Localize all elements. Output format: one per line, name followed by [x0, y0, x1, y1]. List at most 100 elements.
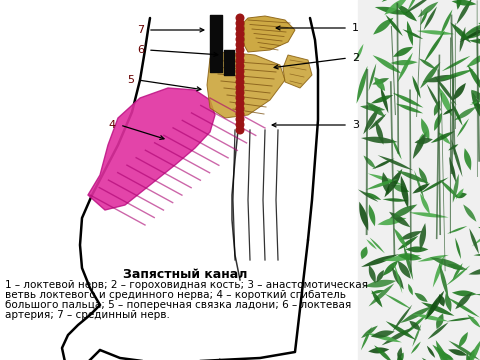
Circle shape: [236, 126, 244, 134]
Polygon shape: [409, 321, 421, 330]
Polygon shape: [396, 170, 429, 183]
Polygon shape: [383, 198, 408, 202]
Polygon shape: [452, 0, 477, 6]
Polygon shape: [412, 76, 420, 99]
Polygon shape: [458, 332, 468, 348]
Polygon shape: [397, 236, 419, 250]
Polygon shape: [403, 0, 434, 15]
Polygon shape: [456, 188, 464, 199]
Polygon shape: [443, 108, 455, 115]
Polygon shape: [409, 212, 449, 217]
Polygon shape: [430, 257, 468, 270]
Polygon shape: [363, 107, 380, 134]
Polygon shape: [438, 294, 445, 307]
Polygon shape: [436, 340, 451, 360]
Polygon shape: [420, 11, 428, 25]
Polygon shape: [471, 90, 480, 121]
Circle shape: [236, 84, 244, 91]
Polygon shape: [403, 244, 413, 280]
Circle shape: [236, 105, 244, 112]
Polygon shape: [367, 102, 385, 117]
Text: 1 – локтевой нерв; 2 – гороховидная кость; 3 – анастомотическая: 1 – локтевой нерв; 2 – гороховидная кост…: [5, 280, 368, 290]
Polygon shape: [384, 169, 402, 197]
Polygon shape: [423, 31, 445, 63]
Polygon shape: [368, 174, 404, 185]
Circle shape: [236, 51, 244, 59]
Polygon shape: [412, 314, 448, 321]
Text: 1: 1: [352, 23, 359, 33]
Polygon shape: [455, 292, 472, 309]
Polygon shape: [457, 118, 469, 138]
Polygon shape: [460, 27, 465, 52]
Polygon shape: [392, 305, 412, 332]
Polygon shape: [469, 228, 479, 254]
Polygon shape: [393, 47, 413, 57]
Polygon shape: [456, 0, 472, 24]
Polygon shape: [478, 227, 480, 240]
Polygon shape: [451, 139, 463, 177]
Polygon shape: [407, 0, 421, 12]
Polygon shape: [453, 263, 463, 280]
Polygon shape: [397, 347, 402, 360]
Polygon shape: [440, 179, 459, 199]
Polygon shape: [382, 0, 397, 2]
Polygon shape: [472, 224, 480, 247]
Circle shape: [236, 25, 244, 32]
Polygon shape: [451, 101, 463, 126]
Text: 2: 2: [352, 53, 359, 63]
Polygon shape: [412, 183, 430, 194]
Polygon shape: [448, 144, 458, 150]
Polygon shape: [447, 297, 480, 318]
Polygon shape: [468, 39, 480, 44]
Polygon shape: [464, 148, 471, 170]
Polygon shape: [424, 6, 437, 30]
Polygon shape: [361, 255, 398, 267]
Polygon shape: [356, 44, 363, 61]
Polygon shape: [378, 155, 413, 170]
Polygon shape: [397, 53, 413, 82]
Polygon shape: [448, 349, 468, 356]
Polygon shape: [467, 339, 480, 360]
Circle shape: [236, 36, 244, 43]
Polygon shape: [372, 290, 383, 307]
Polygon shape: [420, 223, 426, 251]
Polygon shape: [419, 58, 436, 69]
Polygon shape: [419, 133, 424, 148]
Polygon shape: [360, 247, 368, 259]
Polygon shape: [391, 185, 409, 192]
Text: 5: 5: [127, 75, 134, 85]
Polygon shape: [432, 345, 461, 360]
Polygon shape: [207, 52, 285, 118]
Polygon shape: [418, 2, 438, 17]
Polygon shape: [439, 87, 453, 117]
Polygon shape: [394, 263, 402, 293]
Polygon shape: [448, 341, 480, 360]
Polygon shape: [374, 77, 385, 91]
Polygon shape: [453, 174, 459, 203]
Polygon shape: [389, 204, 418, 219]
Polygon shape: [361, 327, 372, 350]
Polygon shape: [361, 325, 378, 338]
Polygon shape: [464, 31, 480, 39]
Polygon shape: [365, 192, 381, 200]
Polygon shape: [366, 333, 402, 342]
Polygon shape: [386, 321, 416, 340]
Polygon shape: [383, 255, 421, 261]
Polygon shape: [453, 83, 466, 100]
Polygon shape: [389, 212, 410, 227]
Polygon shape: [446, 265, 470, 285]
Polygon shape: [401, 176, 408, 209]
Polygon shape: [477, 38, 480, 52]
Circle shape: [236, 62, 244, 70]
Polygon shape: [420, 62, 441, 89]
Polygon shape: [446, 317, 475, 321]
Polygon shape: [369, 63, 376, 91]
Circle shape: [236, 57, 244, 64]
Polygon shape: [431, 131, 455, 143]
Circle shape: [236, 121, 244, 129]
Circle shape: [236, 78, 244, 86]
Polygon shape: [376, 120, 384, 145]
Polygon shape: [466, 353, 471, 360]
Polygon shape: [475, 293, 480, 296]
Polygon shape: [468, 268, 480, 275]
